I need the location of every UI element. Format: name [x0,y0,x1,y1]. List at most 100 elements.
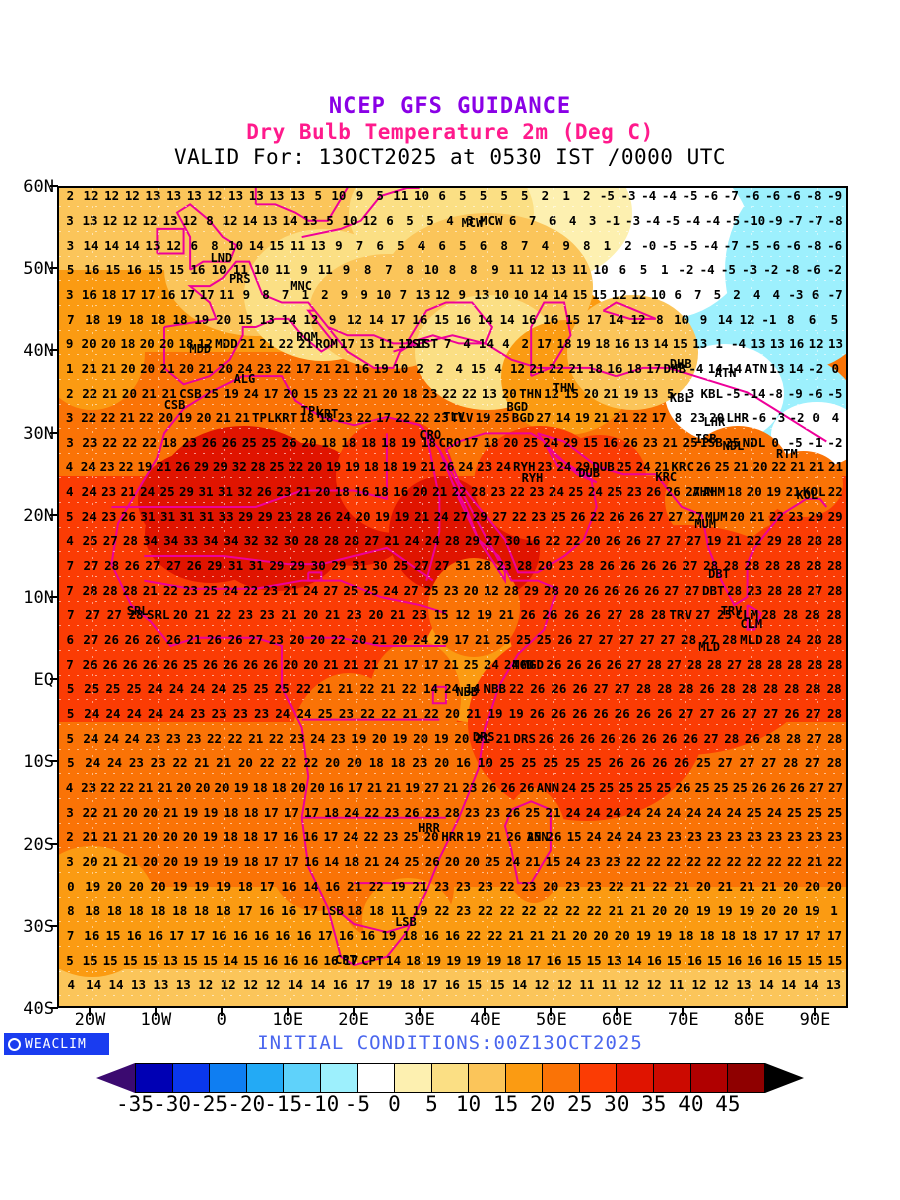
latitude-tick-label: 60N [23,177,54,197]
city-label-ann: ANN [526,829,549,844]
temperature-band [59,1001,846,1006]
city-label-ryh: RYH [521,471,544,486]
latitude-tick-mark [50,431,58,434]
city-label-clm: CLM [740,617,763,632]
colorbar-swatch [173,1064,210,1092]
latitude-tick-mark [50,596,58,598]
latitude-tick-label: 40N [23,341,54,362]
colorbar-swatch [654,1064,691,1092]
coastline [503,800,552,885]
coastline [110,375,559,967]
temperature-band [59,438,846,444]
colorbar-tick: 20 [529,1092,556,1116]
temperature-band [59,853,846,859]
colorbar-tick: -5 [344,1092,370,1116]
city-label-trv: TRV [720,604,743,619]
longitude-tick-mark [220,1008,223,1016]
colorbar-tick-labels: -35 -30 -25 -20 -15 -10 -5 0 5 10 15 20 25 30 35 40 45 [96,1092,804,1118]
city-label-dub: DUB [578,466,600,481]
temperature-band [59,857,846,864]
temperature-band [59,738,846,744]
temperature-band [59,1005,846,1006]
coastline [144,546,434,582]
longitude-tick-mark [550,1008,553,1016]
temperature-band [59,981,846,987]
coastline [425,433,441,581]
city-label-dhb: DHB [669,356,692,371]
colorbar-tick: 15 [492,1092,519,1116]
coastline [530,301,572,378]
city-label-mum: MUM [694,517,716,532]
temperature-band [59,952,846,958]
coastline [156,227,185,255]
temperature-band [59,434,846,440]
colorbar-tick: 25 [567,1092,593,1116]
longitude-tick-mark [616,1008,619,1016]
colorbar-swatch [506,1064,543,1092]
colorbar-swatch [321,1064,358,1092]
longitude-tick-label: 90E [799,1010,831,1030]
latitude-tick-mark [50,1007,58,1009]
coastline [445,432,598,574]
latitude-tick-mark [50,267,58,270]
temperature-band [59,742,846,748]
colorbar-tick: -15 [264,1092,303,1116]
longitude-tick-label: 70E [667,1010,699,1030]
city-label-ndl: NDL [722,439,745,454]
latitude-tick-mark [50,842,58,845]
latitude-tick-label: EQ [33,670,54,691]
city-label-prs: PRS [228,272,251,287]
temperature-band [59,973,846,979]
coastline [431,685,447,705]
city-label-tpl: TPL [300,403,323,418]
city-label-atn: ATN [714,365,737,380]
weaclim-logo[interactable]: WEACLIM [4,1033,109,1055]
city-label-rtm: RTM [776,446,798,461]
latitude-tick-label: 20S [23,834,54,855]
latitude-tick-label: 20N [23,505,54,526]
coastline-overlay [110,188,828,967]
temperature-band [59,997,846,1003]
latitude-tick-mark [50,678,58,681]
temperature-region [59,294,145,410]
longitude-tick-label: 30E [404,1010,435,1030]
colorbar-tick: -20 [227,1092,266,1116]
longitude-tick-label: 0 [216,1010,227,1030]
temperature-map[interactable]: 2 12 12 12 13 13 13 12 13 13 13 13 5 10 9 5 11 10 6 5 5 5 5 2 1 2… [57,186,848,1008]
coastline [162,260,417,386]
temperature-band [59,985,846,991]
title-block: NCEP GFS GUIDANCE Dry Bulb Temperature 2… [0,94,900,169]
city-label-drs: DRS [472,730,495,745]
longitude-tick-label: 20E [338,1010,369,1030]
coastline [301,188,420,239]
colorbar-swatch [432,1064,469,1092]
longitude-tick-mark [154,1008,157,1016]
coastline [616,366,827,443]
temperature-band [59,455,846,461]
longitude-tick-label: 50E [536,1010,567,1030]
temperature-band [59,862,846,868]
city-label-kbl: KBL [669,390,692,405]
latitude-tick-label: 40S [23,999,54,1019]
latitude-tick-label: 10S [23,752,54,773]
city-label-kol: KOL [796,488,819,503]
coastline [536,432,598,484]
colorbar-swatch [358,1064,395,1092]
initial-conditions-label: INITIAL CONDITIONS:00Z13OCT2025 [257,1032,643,1054]
colorbar-tick: 35 [641,1092,667,1116]
coastline [111,433,388,508]
latitude-tick-label: 10N [23,588,54,608]
city-label-tlv: TLV [443,410,465,425]
longitude-tick-mark [814,1008,817,1016]
colorbar-swatch [247,1064,284,1092]
city-label-mcw: MCW [461,215,484,230]
coastline [144,579,447,615]
coastline [438,449,506,584]
temperature-band [59,730,846,736]
colorbar-swatch [395,1064,432,1092]
city-label-lhr: LHR [703,415,726,430]
city-label-ahm: AHM [692,485,715,500]
colorbar-tick: 0 [388,1092,401,1116]
temperature-region [500,788,567,904]
city-label-alg: ALG [233,371,256,386]
